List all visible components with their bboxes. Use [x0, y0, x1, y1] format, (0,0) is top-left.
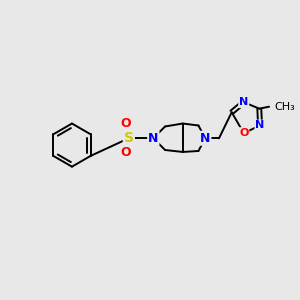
Text: N: N [255, 121, 265, 130]
Text: S: S [124, 131, 134, 145]
Text: O: O [239, 128, 248, 138]
Text: O: O [121, 117, 131, 130]
Text: CH₃: CH₃ [274, 102, 295, 112]
Text: N: N [148, 132, 158, 145]
Text: N: N [239, 97, 248, 107]
Text: N: N [200, 132, 211, 145]
Text: O: O [121, 146, 131, 159]
